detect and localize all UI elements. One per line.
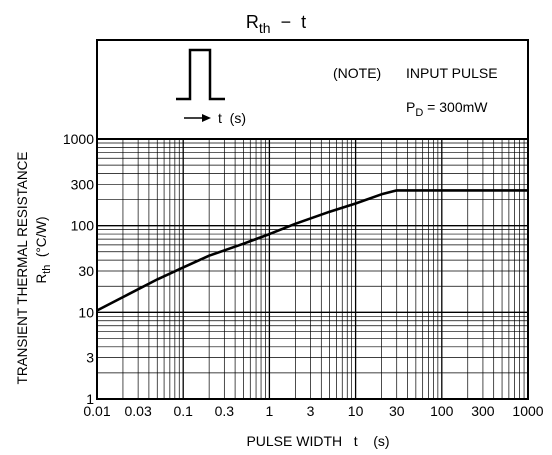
x-tick-label: 30 — [389, 403, 405, 419]
x-tick-label: 0.3 — [215, 403, 235, 419]
thermal-resistance-curve — [97, 190, 528, 310]
plot-frame — [97, 139, 528, 399]
pulse-axis-label: t (s) — [218, 110, 246, 126]
y-tick-labels: 1 3 10 30 100 300 1000 — [63, 131, 94, 407]
y-axis-label-line1: TRANSIENT THERMAL RESISTANCE — [15, 152, 30, 385]
x-tick-label: 0.1 — [173, 403, 193, 419]
note-text: INPUT PULSE — [406, 65, 498, 81]
chart-title: Rth − t — [246, 12, 306, 36]
chart-title-sub: th — [259, 20, 271, 36]
x-tick-label: 1 — [266, 403, 274, 419]
x-axis-label: PULSE WIDTH t (s) — [246, 433, 389, 449]
pulse-shape-icon — [176, 50, 225, 99]
y-tick-label: 10 — [78, 304, 94, 320]
x-tick-label: 100 — [430, 403, 454, 419]
pd-tail: = 300mW — [423, 99, 488, 115]
chart-title-main: R — [246, 12, 259, 32]
x-tick-label: 3 — [307, 403, 315, 419]
x-tick-label: 300 — [471, 403, 495, 419]
y-tick-label: 30 — [78, 263, 94, 279]
note-label: (NOTE) — [333, 65, 381, 81]
y-axis-rth-sub: th — [41, 265, 53, 274]
y-axis-label-line2: Rth (°C/W) — [34, 216, 53, 283]
pd-sub: D — [415, 107, 423, 119]
y-axis-rth-main: R — [34, 274, 49, 284]
y-tick-label: 1000 — [63, 131, 94, 147]
y-tick-label: 3 — [86, 350, 94, 366]
y-tick-label: 100 — [71, 218, 95, 234]
series-layer — [97, 190, 528, 310]
y-tick-label: 300 — [71, 176, 95, 192]
power-dissipation-label: PD = 300mW — [406, 99, 488, 119]
outer-frame — [97, 40, 528, 399]
x-tick-label: 0.03 — [125, 403, 152, 419]
x-tick-label: 10 — [348, 403, 364, 419]
y-axis-unit: (°C/W) — [34, 216, 49, 264]
plot-grid — [97, 139, 528, 399]
x-tick-labels: 0.01 0.03 0.1 0.3 1 3 10 30 100 300 1000 — [83, 403, 543, 419]
time-arrow-icon — [202, 114, 211, 122]
chart-title-tail: − t — [271, 12, 307, 32]
y-tick-label: 1 — [86, 391, 94, 407]
x-tick-label: 1000 — [512, 403, 543, 419]
pd-main: P — [406, 99, 415, 115]
